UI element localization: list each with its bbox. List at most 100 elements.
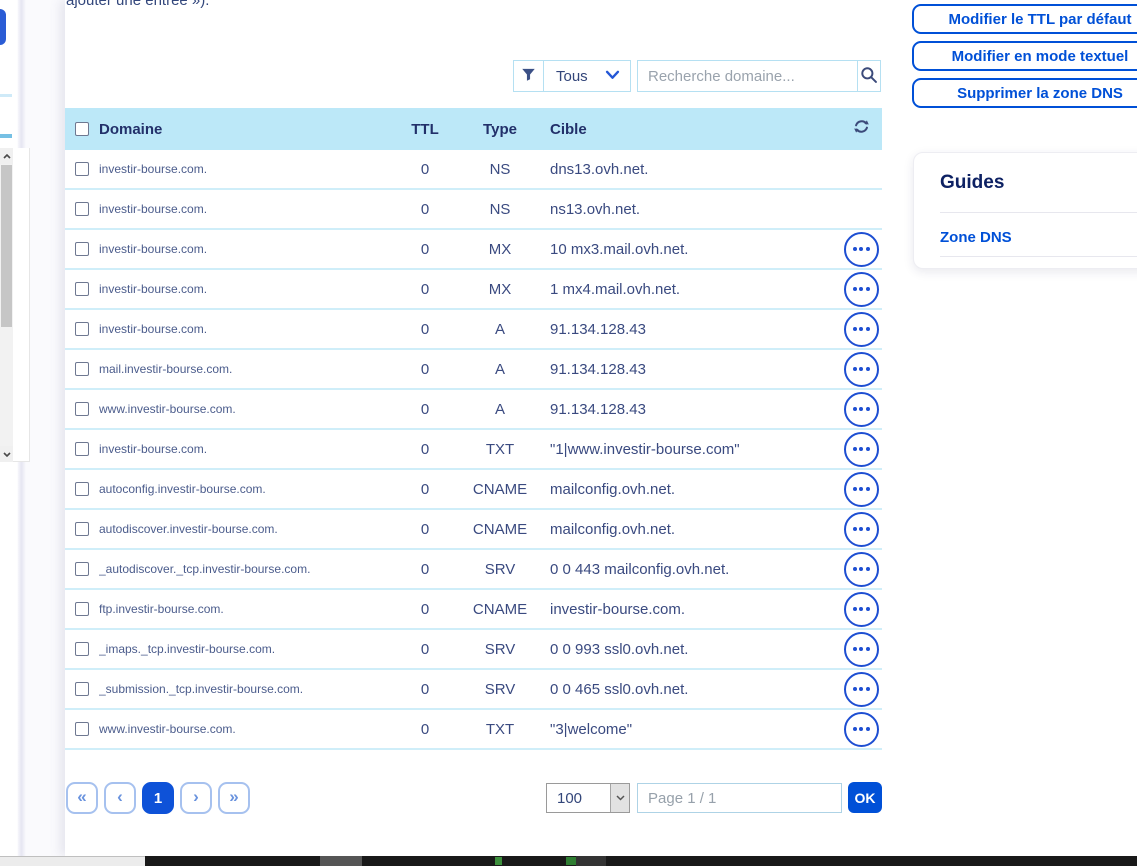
row-ttl: 0 — [420, 200, 430, 218]
pagination-page-1-button[interactable]: 1 — [142, 782, 174, 814]
ellipsis-icon — [852, 287, 857, 291]
row-menu-button[interactable] — [843, 591, 879, 627]
row-domain: investir-bourse.com. — [99, 282, 208, 296]
row-menu-button[interactable] — [843, 271, 879, 307]
row-checkbox[interactable] — [75, 642, 89, 656]
row-checkbox[interactable] — [75, 442, 89, 456]
row-checkbox[interactable] — [75, 282, 89, 296]
row-checkbox[interactable] — [75, 602, 89, 616]
row-ttl: 0 — [420, 600, 430, 618]
refresh-button[interactable] — [840, 118, 882, 140]
row-target: 1 mx4.mail.ovh.net. — [550, 280, 681, 298]
column-header-domain[interactable]: Domaine — [99, 120, 163, 138]
row-target: 91.134.128.43 — [550, 360, 646, 378]
guide-item-label: Zone DNS — [940, 228, 1012, 246]
column-header-type[interactable]: Type — [483, 120, 517, 138]
row-checkbox[interactable] — [75, 322, 89, 336]
guides-title: Guides — [940, 172, 1005, 193]
row-menu-button[interactable] — [843, 311, 879, 347]
select-all-checkbox[interactable] — [75, 122, 89, 136]
modify-ttl-button[interactable]: Modifier le TTL par défaut — [912, 4, 1137, 34]
column-header-target[interactable]: Cible — [550, 120, 587, 138]
row-target: mailconfig.ovh.net. — [550, 480, 676, 498]
taskbar-segment — [576, 856, 606, 866]
ellipsis-icon — [852, 487, 857, 491]
ellipsis-icon — [852, 447, 857, 451]
row-menu-button[interactable] — [843, 551, 879, 587]
row-domain: investir-bourse.com. — [99, 202, 208, 216]
row-checkbox[interactable] — [75, 482, 89, 496]
row-checkbox[interactable] — [75, 202, 89, 216]
row-menu-button[interactable] — [843, 391, 879, 427]
table-row: investir-bourse.com. 0 MX 10 mx3.mail.ov… — [65, 230, 882, 270]
row-menu-button[interactable] — [843, 631, 879, 667]
taskbar-green-indicator — [495, 857, 502, 865]
table-row: investir-bourse.com. 0 A 91.134.128.43 — [65, 310, 882, 350]
row-menu-button[interactable] — [843, 231, 879, 267]
row-checkbox[interactable] — [75, 242, 89, 256]
row-domain: _submission._tcp.investir-bourse.com. — [99, 682, 304, 696]
row-menu-button[interactable] — [843, 671, 879, 707]
sidebar-fragment — [0, 9, 6, 45]
row-type: NS — [489, 160, 511, 178]
filter-button[interactable] — [514, 61, 544, 91]
table-header: Domaine TTL Type Cible — [65, 108, 882, 150]
row-menu-button[interactable] — [843, 711, 879, 747]
record-type-selected: Tous — [556, 67, 588, 85]
row-checkbox[interactable] — [75, 402, 89, 416]
record-type-select[interactable]: Tous — [544, 61, 630, 91]
ellipsis-icon — [852, 527, 857, 531]
row-menu-button[interactable] — [843, 511, 879, 547]
row-ttl: 0 — [420, 720, 430, 738]
row-menu-button[interactable] — [843, 351, 879, 387]
intro-text: ajouter une entrée »). — [66, 0, 210, 9]
row-target: 0 0 993 ssl0.ovh.net. — [550, 640, 689, 658]
row-domain: autodiscover.investir-bourse.com. — [99, 522, 278, 536]
table-row: investir-bourse.com. 0 MX 1 mx4.mail.ovh… — [65, 270, 882, 310]
column-header-ttl[interactable]: TTL — [411, 120, 439, 138]
row-checkbox[interactable] — [75, 162, 89, 176]
domain-search-input[interactable] — [638, 61, 857, 91]
row-checkbox[interactable] — [75, 522, 89, 536]
taskbar-mid-segment — [320, 856, 362, 866]
row-ttl: 0 — [420, 240, 430, 258]
delete-zone-button[interactable]: Supprimer la zone DNS — [912, 78, 1137, 108]
table-row: autodiscover.investir-bourse.com. 0 CNAM… — [65, 510, 882, 550]
ok-button[interactable]: OK — [848, 782, 882, 813]
row-checkbox[interactable] — [75, 722, 89, 736]
scrollbar-thumb[interactable] — [1, 165, 12, 327]
scrollbar-down-icon[interactable] — [0, 446, 13, 462]
row-checkbox[interactable] — [75, 362, 89, 376]
pagination-last-button[interactable]: » — [218, 782, 250, 814]
row-checkbox[interactable] — [75, 682, 89, 696]
guide-item-zone-dns[interactable]: Zone DNS — [940, 221, 1137, 253]
row-domain: ftp.investir-bourse.com. — [99, 602, 224, 616]
row-type: CNAME — [472, 600, 528, 618]
search-button[interactable] — [857, 61, 880, 91]
pagination-prev-button[interactable]: ‹ — [104, 782, 136, 814]
row-ttl: 0 — [420, 560, 430, 578]
row-domain: investir-bourse.com. — [99, 162, 208, 176]
background-scrollbar[interactable] — [0, 148, 13, 462]
table-row: autoconfig.investir-bourse.com. 0 CNAME … — [65, 470, 882, 510]
pagination-next-button[interactable]: › — [180, 782, 212, 814]
row-ttl: 0 — [420, 160, 430, 178]
page-size-value: 100 — [557, 789, 583, 807]
row-checkbox[interactable] — [75, 562, 89, 576]
ellipsis-icon — [852, 607, 857, 611]
row-type: MX — [488, 240, 512, 258]
row-target: "1|www.investir-bourse.com" — [550, 440, 740, 458]
row-menu-button[interactable] — [843, 431, 879, 467]
row-menu-button[interactable] — [843, 471, 879, 507]
page-number-input[interactable] — [637, 783, 842, 813]
taskbar-green-indicator — [566, 857, 576, 865]
row-ttl: 0 — [420, 400, 430, 418]
modify-text-mode-button[interactable]: Modifier en mode textuel — [912, 41, 1137, 71]
page-size-select[interactable]: 100 — [546, 783, 630, 813]
row-domain: investir-bourse.com. — [99, 242, 208, 256]
pagination-first-button[interactable]: « — [66, 782, 98, 814]
scrollbar-up-icon[interactable] — [0, 148, 13, 164]
chevron-down-icon — [605, 67, 620, 85]
taskbar-left-segment — [0, 856, 145, 866]
row-domain: autoconfig.investir-bourse.com. — [99, 482, 266, 496]
